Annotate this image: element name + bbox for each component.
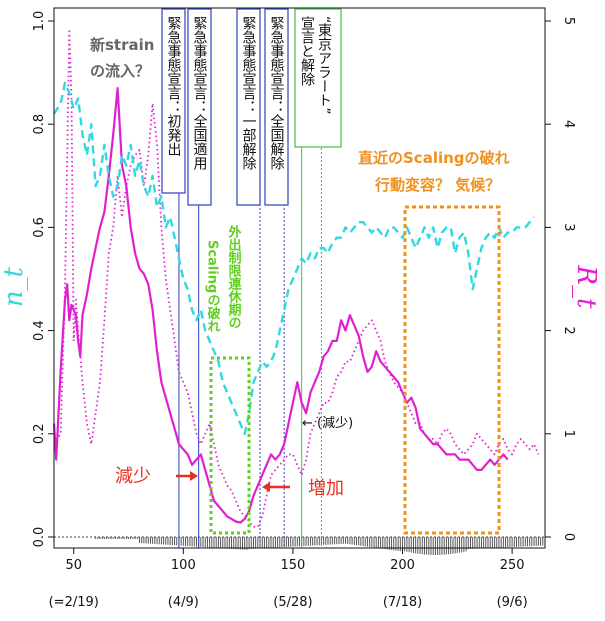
label-box-4: 緊急事態宣言：全国解除 xyxy=(264,8,289,206)
y-right-tick-label: 3 xyxy=(561,223,576,231)
label-box-3-text: 緊急事態宣言：一部解除 xyxy=(241,16,257,170)
series-line-dotted xyxy=(53,30,540,528)
green-break-line-1: 外出制限連休期の xyxy=(226,224,243,329)
x-date-label: (4/9) xyxy=(168,595,199,610)
decrease-label: 減少 xyxy=(115,466,151,487)
y-left-tick-label: 0.6 xyxy=(32,217,47,238)
y-right-tick-label: 5 xyxy=(561,17,576,25)
y-left-tick-label: 0.0 xyxy=(32,527,47,548)
label-box-5-line-1: “東京アラート” xyxy=(316,16,332,115)
x-axis: 50 100 150 200 250 (=2/19) (4/9) (5/28) (7/18) (9… xyxy=(49,548,528,610)
decrease-arrow xyxy=(176,471,198,481)
y-right-tick-label: 0 xyxy=(561,533,576,541)
series-line-dashed xyxy=(52,81,535,435)
x-tick-label: 200 xyxy=(390,558,415,573)
plot-frame xyxy=(53,7,546,549)
y-left-tick-label: 0.8 xyxy=(32,114,47,135)
increase-arrow xyxy=(262,482,290,492)
y-right-tick-label: 4 xyxy=(561,120,576,128)
y-left-tick-label: 1.0 xyxy=(32,11,47,32)
green-highlight-box xyxy=(209,356,251,535)
y-left-tick-label: 0.4 xyxy=(32,320,47,341)
label-box-5-line-2: 宣言と解除 xyxy=(299,16,315,86)
x-date-label: (7/18) xyxy=(383,595,422,610)
x-date-label: (=2/19) xyxy=(49,595,99,610)
y-left-tick-label: 0.2 xyxy=(32,423,47,444)
green-break-line-2: Scalingの破れ xyxy=(205,240,221,333)
y-axis-right: 0 1 2 3 4 5 xyxy=(545,17,576,541)
recent-break-line-2: 行動変容？ 気候？ xyxy=(374,176,500,194)
label-box-2: 緊急事態宣言：全国適用 xyxy=(187,8,212,206)
x-date-label: (9/6) xyxy=(497,595,528,610)
x-date-label: (5/28) xyxy=(273,595,312,610)
y-right-tick-label: 2 xyxy=(561,326,576,334)
increase-label: 増加 xyxy=(308,478,344,499)
series-group xyxy=(52,30,540,528)
label-box-3: 緊急事態宣言：一部解除 xyxy=(236,8,261,206)
y-right-tick-label: 1 xyxy=(561,430,576,438)
x-tick-label: 150 xyxy=(281,558,306,573)
recent-break-line-1: 直近のScalingの破れ xyxy=(358,149,510,167)
label-box-5: “東京アラート” 宣言と解除 xyxy=(294,8,342,148)
label-box-2-text: 緊急事態宣言：全国適用 xyxy=(192,16,208,171)
label-box-4-text: 緊急事態宣言：全国解除 xyxy=(269,16,285,170)
x-tick-label: 50 xyxy=(65,558,82,573)
right-axis-label: R_t xyxy=(571,264,601,309)
small-decrease-label: ← (減少) xyxy=(302,415,353,431)
label-box-1-text: 緊急事態宣言：初発出 xyxy=(166,16,182,156)
y-axis-left: 0.0 0.2 0.4 0.6 0.8 1.0 xyxy=(32,11,54,548)
new-strain-line-1: 新strain xyxy=(90,36,154,54)
x-tick-label: 100 xyxy=(171,558,196,573)
x-tick-label: 250 xyxy=(500,558,525,573)
new-strain-line-2: の流入？ xyxy=(90,62,150,80)
label-box-1: 緊急事態宣言：初発出 xyxy=(161,8,186,194)
left-axis-label: n_t xyxy=(0,266,29,307)
